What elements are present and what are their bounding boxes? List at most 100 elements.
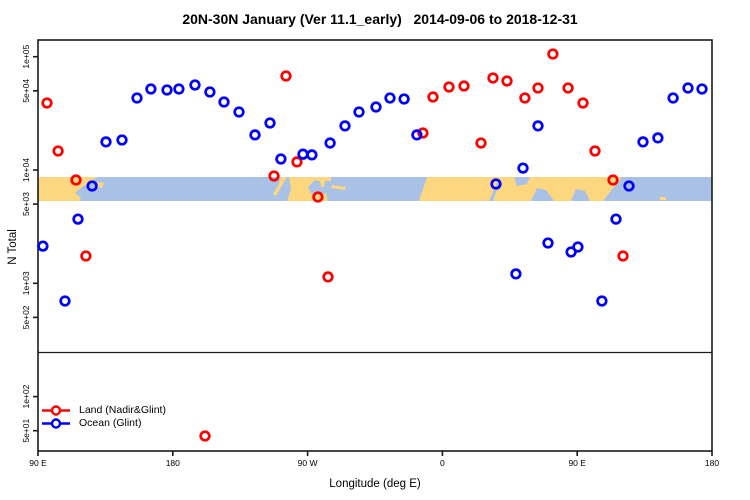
x-tick-label: 90 W bbox=[298, 458, 318, 468]
data-point-land bbox=[458, 80, 470, 92]
data-point-ocean bbox=[72, 213, 84, 225]
data-point-land bbox=[268, 170, 280, 182]
data-point-ocean bbox=[623, 180, 635, 192]
data-point-ocean bbox=[233, 106, 245, 118]
data-point-ocean bbox=[204, 86, 216, 98]
data-point-ocean bbox=[370, 101, 382, 113]
map-band-land bbox=[316, 177, 331, 181]
data-point-ocean bbox=[398, 93, 410, 105]
data-point-land bbox=[199, 430, 211, 442]
data-point-ocean bbox=[610, 213, 622, 225]
data-point-ocean bbox=[116, 134, 128, 146]
data-point-ocean bbox=[173, 83, 185, 95]
y-tick-label: 1e+03 bbox=[21, 271, 31, 295]
legend-item-ocean: Ocean (Glint) bbox=[40, 417, 166, 430]
data-point-ocean bbox=[145, 83, 157, 95]
x-axis-label: Longitude (deg E) bbox=[329, 478, 421, 490]
data-point-ocean bbox=[490, 178, 502, 190]
map-band-land bbox=[331, 185, 346, 190]
y-tick-label: 1e+04 bbox=[21, 158, 31, 182]
map-band-ocean-notch bbox=[514, 177, 530, 186]
legend-label-land: Land (Nadir&Glint) bbox=[79, 404, 166, 416]
data-point-land bbox=[475, 137, 487, 149]
data-point-ocean bbox=[324, 137, 336, 149]
data-point-ocean bbox=[59, 295, 71, 307]
x-tick-label: 90 E bbox=[568, 458, 586, 468]
data-point-land bbox=[280, 70, 292, 82]
data-point-land bbox=[589, 145, 601, 157]
data-point-ocean bbox=[264, 117, 276, 129]
data-point-land bbox=[427, 91, 439, 103]
legend-item-land: Land (Nadir&Glint) bbox=[40, 404, 166, 417]
data-point-land bbox=[41, 97, 53, 109]
data-point-ocean bbox=[637, 136, 649, 148]
data-point-ocean bbox=[517, 162, 529, 174]
data-point-ocean bbox=[275, 153, 287, 165]
data-point-ocean bbox=[572, 241, 584, 253]
data-point-ocean bbox=[510, 268, 522, 280]
data-point-land bbox=[617, 250, 629, 262]
data-point-ocean bbox=[667, 92, 679, 104]
data-point-land bbox=[70, 174, 82, 186]
data-point-land bbox=[52, 145, 64, 157]
y-tick-label: 1e+02 bbox=[21, 384, 31, 408]
map-band-land bbox=[38, 177, 97, 201]
data-point-land bbox=[607, 174, 619, 186]
y-axis-label: N Total bbox=[7, 229, 19, 265]
y-tick-label: 5e+04 bbox=[21, 79, 31, 103]
data-point-land bbox=[501, 75, 513, 87]
data-point-land bbox=[577, 97, 589, 109]
data-point-ocean bbox=[131, 92, 143, 104]
data-point-ocean bbox=[384, 92, 396, 104]
x-tick-label: 90 E bbox=[29, 458, 47, 468]
map-band-ocean-notch bbox=[571, 189, 590, 201]
data-point-ocean bbox=[411, 129, 423, 141]
data-point-ocean bbox=[652, 132, 664, 144]
data-point-land bbox=[487, 72, 499, 84]
data-point-ocean bbox=[532, 120, 544, 132]
y-tick-label: 5e+03 bbox=[21, 192, 31, 216]
data-point-land bbox=[443, 81, 455, 93]
data-point-land bbox=[562, 82, 574, 94]
y-tick-label: 5e+01 bbox=[21, 418, 31, 442]
x-tick-label: 180 bbox=[166, 458, 180, 468]
legend: Land (Nadir&Glint) Ocean (Glint) bbox=[40, 404, 166, 430]
map-band-ocean-notch bbox=[531, 188, 554, 201]
map-band-ocean-notch bbox=[489, 181, 500, 201]
data-point-land bbox=[547, 48, 559, 60]
data-point-ocean bbox=[297, 148, 309, 160]
data-point-ocean bbox=[306, 149, 318, 161]
legend-label-ocean: Ocean (Glint) bbox=[79, 417, 142, 429]
data-point-ocean bbox=[86, 180, 98, 192]
data-point-land bbox=[532, 82, 544, 94]
data-point-land bbox=[417, 127, 429, 139]
x-tick-label: 180 bbox=[705, 458, 719, 468]
map-band-land bbox=[320, 181, 325, 187]
data-point-ocean bbox=[218, 96, 230, 108]
data-point-ocean bbox=[189, 79, 201, 91]
data-point-ocean bbox=[161, 84, 173, 96]
data-point-ocean bbox=[100, 136, 112, 148]
map-band-land bbox=[273, 177, 287, 196]
data-point-land bbox=[312, 191, 324, 203]
map-band-land bbox=[96, 182, 104, 188]
data-point-ocean bbox=[696, 83, 708, 95]
data-point-land bbox=[519, 92, 531, 104]
map-band-land bbox=[660, 197, 666, 200]
data-point-ocean bbox=[682, 82, 694, 94]
data-point-ocean bbox=[249, 129, 261, 141]
data-point-ocean bbox=[37, 240, 49, 252]
y-tick-label: 1e+05 bbox=[21, 44, 31, 68]
legend-marker-ocean-icon bbox=[42, 418, 70, 429]
y-tick-label: 5e+02 bbox=[21, 305, 31, 329]
data-point-ocean bbox=[542, 237, 554, 249]
data-point-land bbox=[291, 156, 303, 168]
data-point-ocean bbox=[339, 120, 351, 132]
data-point-land bbox=[322, 271, 334, 283]
x-tick-label: 0 bbox=[440, 458, 445, 468]
map-band-land bbox=[287, 177, 318, 201]
data-point-ocean bbox=[596, 295, 608, 307]
data-point-ocean bbox=[353, 106, 365, 118]
data-point-land bbox=[80, 250, 92, 262]
